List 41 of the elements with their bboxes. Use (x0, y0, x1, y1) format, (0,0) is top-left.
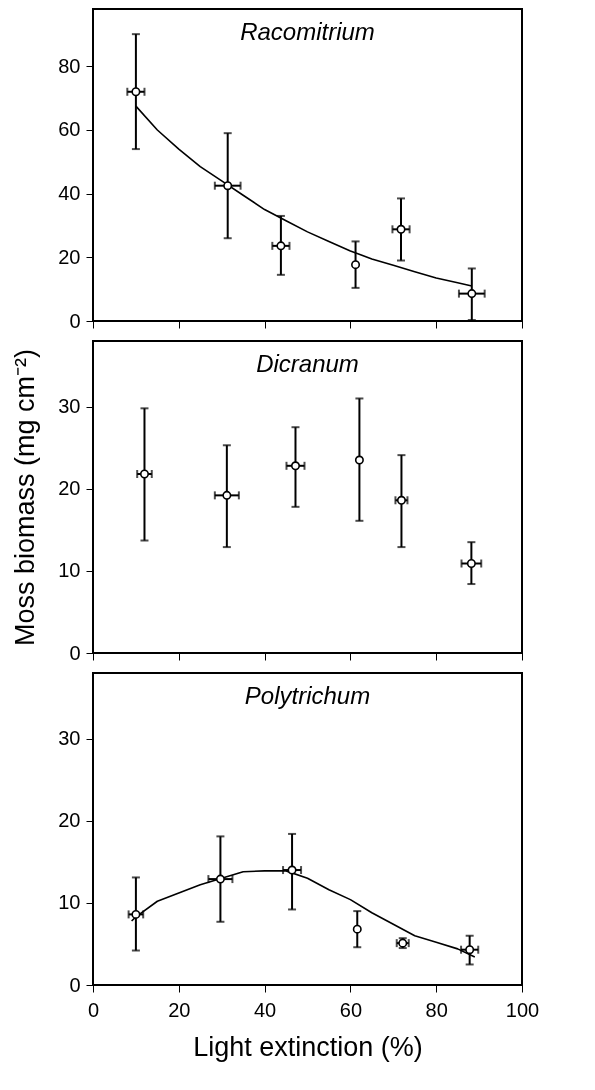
point (290, 461, 300, 471)
point (215, 874, 225, 884)
y-tick-label: 20 (58, 477, 81, 500)
x-tick-label: 60 (339, 998, 363, 1021)
point (223, 181, 233, 191)
point (351, 260, 361, 270)
point (139, 469, 149, 479)
y-tick-label: 10 (58, 559, 81, 582)
point (131, 909, 141, 919)
chart-title: Dicranum (256, 350, 359, 377)
y-tick-label: 20 (58, 245, 81, 268)
y-tick-label: 30 (58, 727, 81, 750)
x-tick-label: 100 (505, 998, 540, 1021)
x-tick-label: 40 (253, 998, 277, 1021)
x-tick-label: 20 (168, 998, 191, 1021)
point (396, 495, 406, 505)
y-tick-label: 0 (69, 641, 81, 664)
y-tick-label: 0 (69, 973, 81, 996)
chart-title: Polytrichum (244, 682, 371, 709)
y-tick-label: 60 (58, 118, 81, 141)
point (465, 945, 475, 955)
x-tick-label: 0 (87, 998, 100, 1021)
y-tick-label: 10 (58, 891, 81, 914)
point (396, 224, 406, 234)
y-tick-label: 20 (58, 809, 81, 832)
x-tick-label: 80 (425, 998, 448, 1021)
point (467, 289, 477, 299)
x-axis-title: Light extinction (%) (193, 1031, 423, 1062)
y-tick-label: 40 (58, 182, 81, 205)
point (354, 455, 364, 465)
point (287, 865, 297, 875)
point (131, 87, 141, 97)
y-tick-label: 80 (58, 54, 81, 77)
y-tick-label: 0 (69, 309, 81, 332)
y-tick-label: 30 (58, 395, 81, 418)
point (222, 490, 232, 500)
point (352, 924, 362, 934)
y-axis-title: Moss biomass (mg cm⁻²) (10, 348, 41, 647)
point (466, 559, 476, 569)
chart-title: Racomitrium (240, 18, 375, 45)
point (276, 241, 286, 251)
